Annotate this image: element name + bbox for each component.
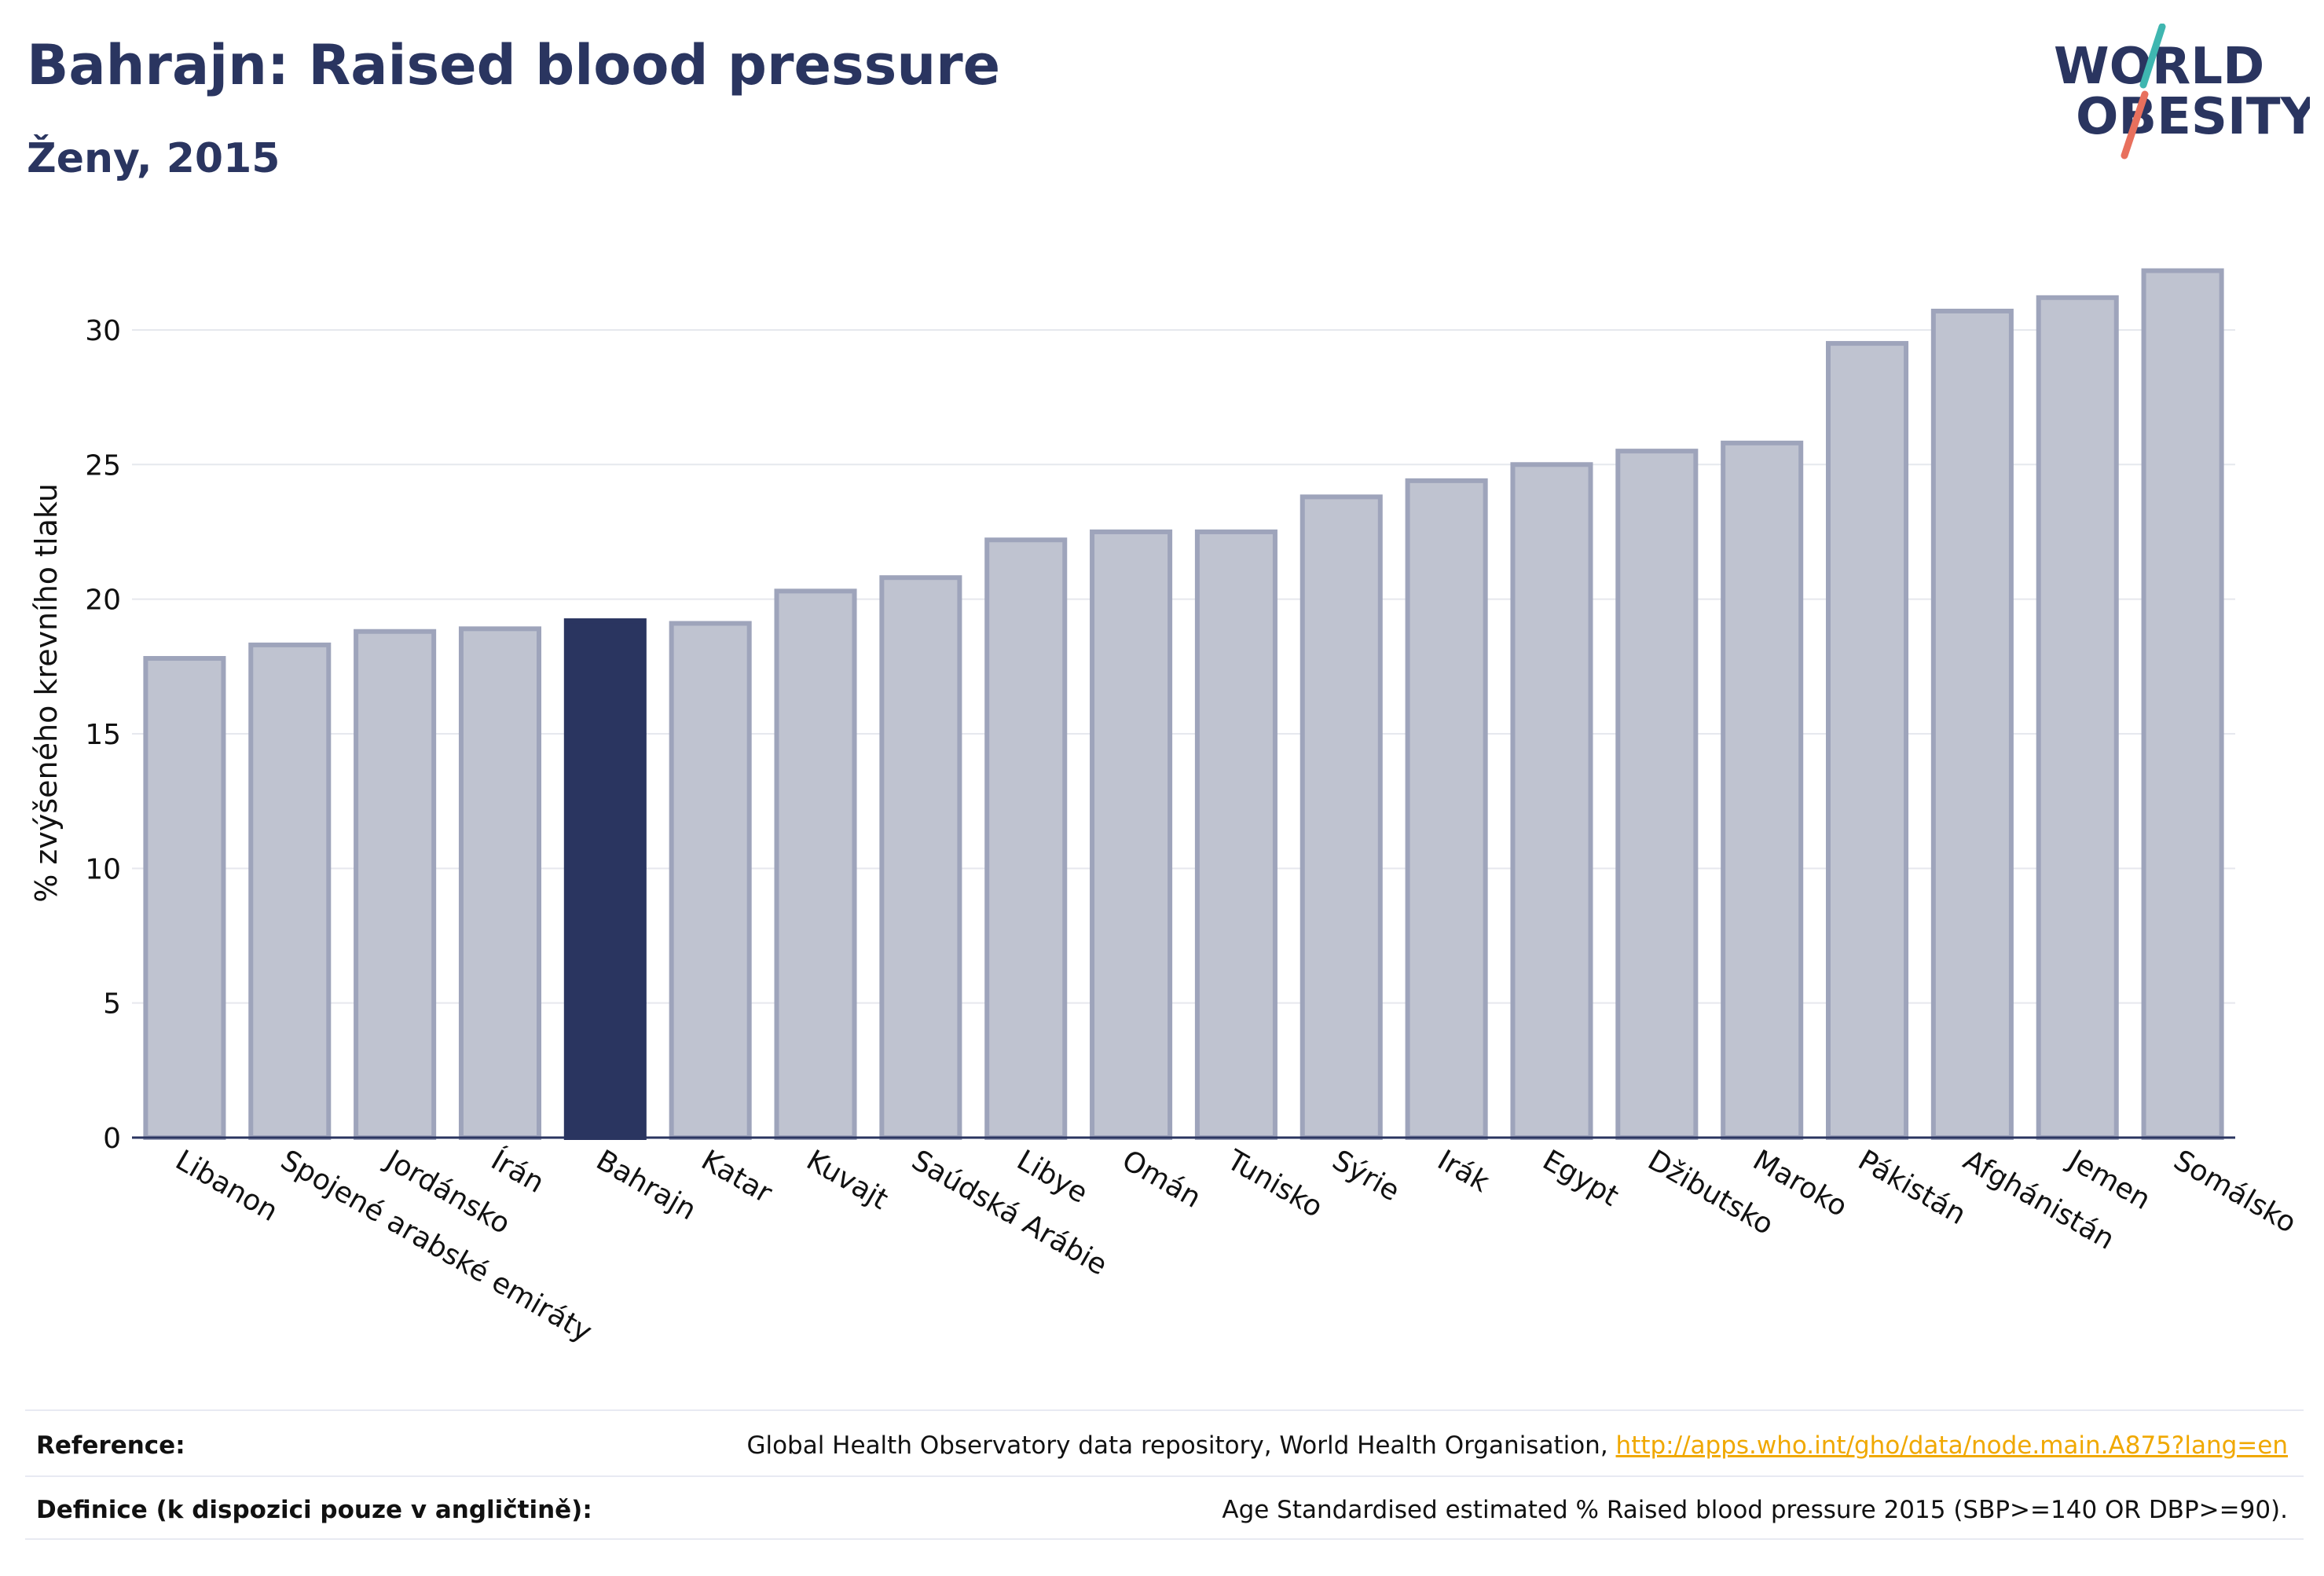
x-tick-label: Egypt <box>1537 1144 1623 1212</box>
bar-libanon <box>143 656 226 1140</box>
bar-tunisko <box>1194 529 1277 1140</box>
y-tick-label: 20 <box>85 585 121 617</box>
bar-katar <box>669 621 752 1140</box>
logo-text-obesity: OBESITY <box>2076 88 2310 146</box>
logo-slash-teal <box>2139 24 2166 89</box>
x-tick-label: Írán <box>486 1143 550 1200</box>
y-axis-label: % zvýšeného krevního tlaku <box>29 483 64 903</box>
x-tick-label: Somálsko <box>2168 1144 2302 1240</box>
x-tick-label: Saúdská Arábie <box>906 1144 1113 1281</box>
reference-text: Global Health Observatory data repositor… <box>746 1431 1616 1460</box>
y-tick-label: 15 <box>85 719 121 751</box>
bar-maroko <box>1721 440 1804 1140</box>
definition-label: Definice (k dispozici pouze v angličtině… <box>36 1496 592 1524</box>
bar-saúdská-arábie <box>879 575 962 1140</box>
bar-somálsko <box>2141 268 2224 1141</box>
bar-jemen <box>2036 295 2119 1141</box>
x-tick-label: Pákistán <box>1853 1144 1971 1231</box>
bar-džibutsko <box>1615 449 1699 1140</box>
definition-text: Age Standardised estimated % Raised bloo… <box>1222 1496 2288 1524</box>
reference-label: Reference: <box>36 1431 185 1460</box>
bar-spojené-arabské-emiráty <box>248 642 332 1140</box>
bar-afghánistán <box>1930 308 2014 1140</box>
y-tick-label: 5 <box>103 988 121 1021</box>
bar-jordánsko <box>354 629 437 1140</box>
reference-link[interactable]: http://apps.who.int/gho/data/node.main.A… <box>1615 1431 2288 1460</box>
bar-kuvajt <box>774 588 857 1140</box>
x-tick-label: Libye <box>1011 1144 1093 1210</box>
x-tick-label: Libanon <box>170 1144 283 1228</box>
x-tick-label: Bahrajn <box>591 1144 702 1226</box>
reference-value: Global Health Observatory data repositor… <box>746 1431 2288 1460</box>
bar-írán <box>458 626 541 1140</box>
x-tick-label: Omán <box>1116 1144 1206 1215</box>
logo-slash-coral <box>2121 90 2149 159</box>
x-tick-label: Tunisko <box>1221 1144 1328 1224</box>
bar-egypt <box>1510 462 1593 1140</box>
x-tick-label: Irák <box>1432 1144 1495 1199</box>
y-tick-label: 25 <box>85 449 121 482</box>
x-tick-label: Sýrie <box>1327 1144 1405 1208</box>
y-tick-labels: 0 5 10 15 20 25 30 <box>85 315 121 1155</box>
chart-title: Bahrajn: Raised blood pressure <box>27 33 1001 97</box>
footer-divider-middle <box>25 1475 2304 1477</box>
y-tick-label: 30 <box>85 315 121 347</box>
bars <box>143 268 2224 1141</box>
bar-irák <box>1405 478 1488 1140</box>
world-obesity-logo: WORLD OBESITY <box>2054 24 2310 159</box>
chart-subtitle: Ženy, 2015 <box>27 135 280 182</box>
x-tick-label: Kuvajt <box>801 1144 894 1216</box>
footer-divider-top <box>25 1409 2304 1411</box>
grid-lines <box>132 328 2235 1004</box>
bar-pákistán <box>1826 341 1909 1140</box>
y-tick-label: 10 <box>85 853 121 885</box>
footer-divider-bottom <box>25 1538 2304 1540</box>
x-tick-label: Katar <box>696 1144 778 1210</box>
bar-bahrajn <box>563 618 647 1140</box>
bar-libye <box>984 537 1068 1140</box>
bar-omán <box>1090 529 1173 1140</box>
y-tick-label: 0 <box>103 1123 121 1155</box>
bar-sýrie <box>1299 494 1383 1140</box>
